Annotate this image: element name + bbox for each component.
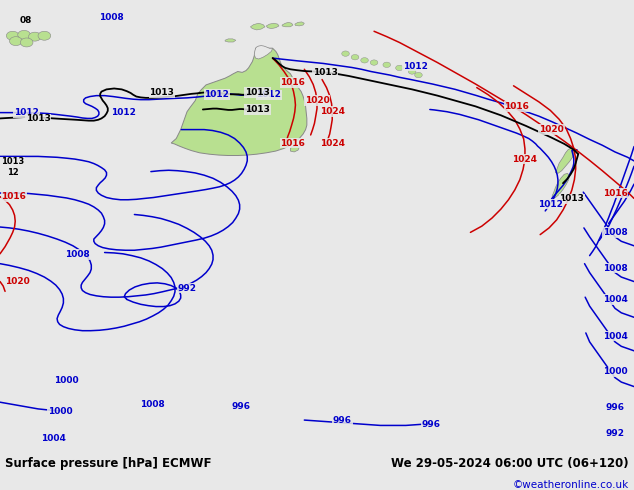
Text: 996: 996 xyxy=(605,403,624,412)
Text: 996: 996 xyxy=(231,402,250,411)
Text: 1013: 1013 xyxy=(245,88,270,97)
Polygon shape xyxy=(552,173,569,197)
Text: 992: 992 xyxy=(605,429,624,438)
Text: 1013: 1013 xyxy=(1,157,24,166)
Polygon shape xyxy=(254,46,273,59)
Text: 1012: 1012 xyxy=(538,200,563,209)
Text: 1020: 1020 xyxy=(304,96,330,105)
Text: 1016: 1016 xyxy=(280,78,306,87)
Text: 1013: 1013 xyxy=(313,68,338,77)
Text: 1012: 1012 xyxy=(111,108,136,117)
Text: 1024: 1024 xyxy=(320,139,345,147)
Text: 996: 996 xyxy=(333,416,352,424)
Circle shape xyxy=(38,31,51,40)
Text: 1012: 1012 xyxy=(256,90,281,99)
Text: 1016: 1016 xyxy=(1,192,27,201)
Text: 1004: 1004 xyxy=(602,295,628,304)
Text: 1020: 1020 xyxy=(539,125,564,134)
Text: 1013: 1013 xyxy=(149,88,174,97)
Text: 08: 08 xyxy=(19,16,32,24)
Text: 1013: 1013 xyxy=(25,114,51,123)
Text: 996: 996 xyxy=(422,420,441,429)
Text: ©weatheronline.co.uk: ©weatheronline.co.uk xyxy=(513,480,629,490)
Polygon shape xyxy=(282,23,293,27)
Text: 992: 992 xyxy=(178,284,197,293)
Text: 1024: 1024 xyxy=(512,154,538,164)
Text: 1016: 1016 xyxy=(504,102,529,111)
Circle shape xyxy=(29,32,41,41)
Circle shape xyxy=(361,58,368,63)
Text: 1008: 1008 xyxy=(602,228,628,237)
Polygon shape xyxy=(295,22,304,26)
Text: 1024: 1024 xyxy=(320,107,345,116)
Text: 1008: 1008 xyxy=(65,250,90,259)
Polygon shape xyxy=(171,48,307,155)
Circle shape xyxy=(351,54,359,60)
Circle shape xyxy=(408,69,416,74)
Text: 1013: 1013 xyxy=(559,195,585,203)
Circle shape xyxy=(415,73,422,78)
Polygon shape xyxy=(555,148,574,173)
Polygon shape xyxy=(225,39,236,42)
Text: 1000: 1000 xyxy=(603,368,627,376)
Text: 1012: 1012 xyxy=(14,108,39,117)
Circle shape xyxy=(342,51,349,56)
Text: 1008: 1008 xyxy=(139,400,165,409)
Text: Surface pressure [hPa] ECMWF: Surface pressure [hPa] ECMWF xyxy=(5,457,212,470)
Text: 1000: 1000 xyxy=(48,407,72,416)
Circle shape xyxy=(370,60,378,65)
Text: 1016: 1016 xyxy=(280,139,306,147)
Circle shape xyxy=(383,62,391,68)
Text: 1008: 1008 xyxy=(98,13,124,23)
Circle shape xyxy=(18,30,30,39)
Text: 12: 12 xyxy=(7,168,18,177)
Text: 1008: 1008 xyxy=(602,264,628,272)
Polygon shape xyxy=(290,146,299,152)
Circle shape xyxy=(10,37,22,46)
Circle shape xyxy=(396,65,403,71)
Text: 1013: 1013 xyxy=(245,105,270,114)
Text: 1016: 1016 xyxy=(602,189,628,197)
Text: 1004: 1004 xyxy=(602,332,628,341)
Polygon shape xyxy=(250,23,265,30)
Circle shape xyxy=(6,31,19,40)
Circle shape xyxy=(20,38,33,47)
Polygon shape xyxy=(266,23,279,28)
Text: 1020: 1020 xyxy=(5,277,30,286)
Text: 1004: 1004 xyxy=(41,434,67,443)
Text: 1012: 1012 xyxy=(403,62,428,71)
Text: 1000: 1000 xyxy=(55,376,79,385)
Text: 1012: 1012 xyxy=(204,90,230,99)
Text: We 29-05-2024 06:00 UTC (06+120): We 29-05-2024 06:00 UTC (06+120) xyxy=(391,457,629,470)
